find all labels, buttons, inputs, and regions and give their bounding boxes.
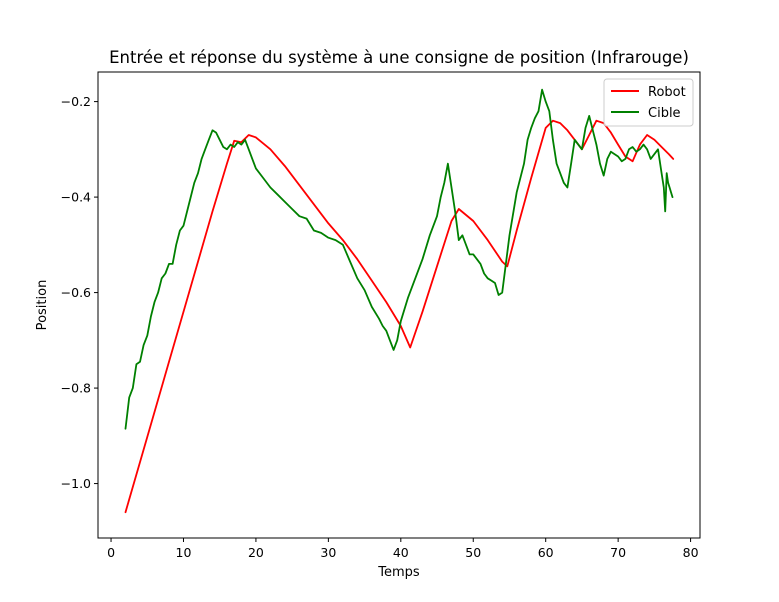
legend: Robot Cible <box>603 78 694 127</box>
series-layer <box>124 88 675 514</box>
y-tick-label: −0.6 <box>61 285 91 300</box>
x-tick-label: 30 <box>320 545 336 560</box>
x-tick-label: 0 <box>107 545 115 560</box>
series-line-cible <box>124 88 674 430</box>
y-tick-label: −0.8 <box>61 381 91 396</box>
y-tick-label: −0.4 <box>61 190 91 205</box>
y-axis-ticks: −1.0 −0.8 −0.6 −0.4 −0.2 <box>61 94 98 491</box>
x-tick-label: 80 <box>683 545 699 560</box>
plot-frame <box>97 71 701 539</box>
y-axis-label: Position <box>35 280 50 331</box>
y-tick-label: −1.0 <box>61 476 91 491</box>
x-axis-ticks: 0 10 20 30 40 50 60 70 80 <box>107 538 699 560</box>
x-tick-label: 20 <box>248 545 264 560</box>
x-tick-label: 50 <box>465 545 481 560</box>
chart-title: Entrée et réponse du système à une consi… <box>109 48 689 67</box>
y-tick-label: −0.2 <box>61 94 91 109</box>
x-tick-label: 70 <box>610 545 626 560</box>
x-tick-label: 10 <box>176 545 192 560</box>
legend-label-cible: Cible <box>648 106 681 121</box>
x-tick-label: 60 <box>538 545 554 560</box>
x-axis-label: Temps <box>377 565 420 580</box>
x-tick-label: 40 <box>393 545 409 560</box>
legend-label-robot: Robot <box>648 85 686 100</box>
series-line-robot <box>124 119 675 514</box>
